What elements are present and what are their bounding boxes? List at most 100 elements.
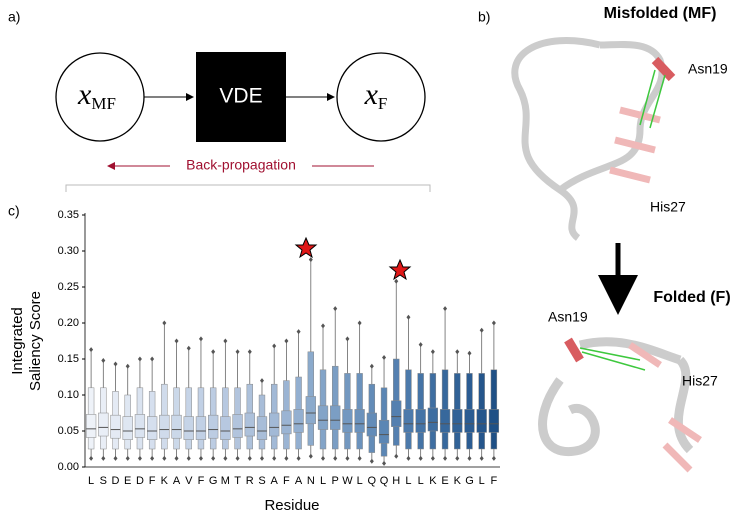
inner-box	[403, 409, 414, 433]
x-tick-label: W	[342, 475, 353, 487]
x-tick-label: S	[100, 475, 107, 487]
outlier	[333, 306, 338, 312]
outlier	[467, 350, 472, 356]
outlier	[491, 455, 496, 461]
outlier	[430, 455, 435, 461]
outlier	[137, 455, 142, 461]
outlier	[162, 455, 167, 461]
x-tick-label: N	[307, 475, 315, 487]
inner-box	[415, 409, 426, 433]
inner-box	[183, 416, 194, 440]
outlier	[113, 455, 118, 461]
outlier	[308, 257, 313, 263]
inner-box	[293, 409, 304, 433]
outlier	[223, 455, 228, 461]
ribbon	[511, 37, 666, 241]
contact	[579, 347, 646, 371]
inner-box	[256, 416, 268, 440]
outlier	[296, 329, 301, 335]
outlier	[174, 338, 179, 344]
output-label: xF	[364, 78, 388, 113]
outlier	[162, 320, 167, 326]
outlier	[345, 336, 350, 342]
panel-label: b)	[478, 9, 490, 25]
ribbon	[538, 337, 694, 456]
outlier	[479, 455, 484, 461]
outlier	[211, 455, 216, 461]
outlier	[125, 455, 130, 461]
x-tick-label: S	[258, 475, 265, 487]
x-tick-label: F	[283, 475, 290, 487]
inner-box	[476, 409, 487, 433]
panel-label: c)	[8, 203, 20, 219]
x-tick-label: G	[209, 475, 218, 487]
inner-box	[171, 414, 182, 439]
outlier	[479, 327, 484, 333]
outlier	[321, 455, 326, 461]
output-node	[336, 52, 426, 142]
outlier	[296, 455, 301, 461]
y-tick-label: 0.05	[58, 425, 79, 437]
x-tick-label: A	[271, 475, 279, 487]
outlier	[89, 455, 94, 461]
inner-box	[391, 400, 402, 427]
inner-box	[305, 396, 316, 425]
outlier	[406, 314, 411, 320]
x-tick-label: T	[234, 475, 241, 487]
inner-box	[464, 409, 475, 433]
outlier	[345, 455, 350, 461]
x-tick-label: K	[454, 475, 462, 487]
x-tick-label: E	[441, 475, 448, 487]
divider	[65, 184, 431, 192]
inner-box	[427, 407, 438, 432]
x-tick-label: R	[246, 475, 254, 487]
residue-label: His27	[682, 373, 718, 389]
outlier	[125, 363, 130, 369]
inner-box	[452, 409, 463, 433]
outlier	[186, 455, 191, 461]
outlier	[455, 455, 460, 461]
structure-title: Misfolded (MF)	[604, 5, 717, 22]
outlier	[357, 455, 362, 461]
outlier	[186, 345, 191, 351]
outlier	[101, 357, 106, 363]
x-axis-label: Residue	[264, 497, 319, 514]
outlier	[235, 455, 240, 461]
outlier	[284, 455, 289, 461]
x-tick-label: A	[173, 475, 181, 487]
outlier	[491, 320, 496, 326]
inner-box	[330, 405, 341, 430]
x-tick-label: F	[491, 475, 498, 487]
x-tick-label: E	[124, 475, 131, 487]
residue-label: Asn19	[548, 309, 588, 325]
inner-box	[195, 416, 207, 440]
outlier	[394, 278, 399, 284]
inner-box	[134, 414, 146, 438]
inner-box	[244, 412, 255, 437]
outlier	[174, 455, 179, 461]
outlier	[150, 356, 155, 362]
inner-box	[232, 414, 243, 438]
x-tick-label: L	[357, 475, 363, 487]
backprop-label: Back-propagation	[186, 157, 296, 173]
vde-label: VDE	[219, 85, 262, 108]
outlier	[150, 455, 155, 461]
outlier	[321, 323, 326, 329]
y-axis-label: Integrated	[9, 307, 26, 375]
inner-box	[147, 416, 158, 440]
y-tick-label: 0.00	[58, 461, 79, 473]
x-tick-label: P	[332, 475, 339, 487]
contact	[639, 69, 666, 129]
outlier	[369, 458, 374, 464]
outlier	[198, 455, 203, 461]
x-tick-label: K	[161, 475, 169, 487]
outlier	[418, 455, 423, 461]
structure-title: Folded (F)	[653, 289, 730, 306]
y-tick-label: 0.25	[58, 281, 79, 293]
outlier	[406, 455, 411, 461]
outlier	[235, 349, 240, 355]
x-tick-label: G	[465, 475, 474, 487]
inner-box	[220, 416, 231, 440]
outlier	[284, 338, 289, 344]
